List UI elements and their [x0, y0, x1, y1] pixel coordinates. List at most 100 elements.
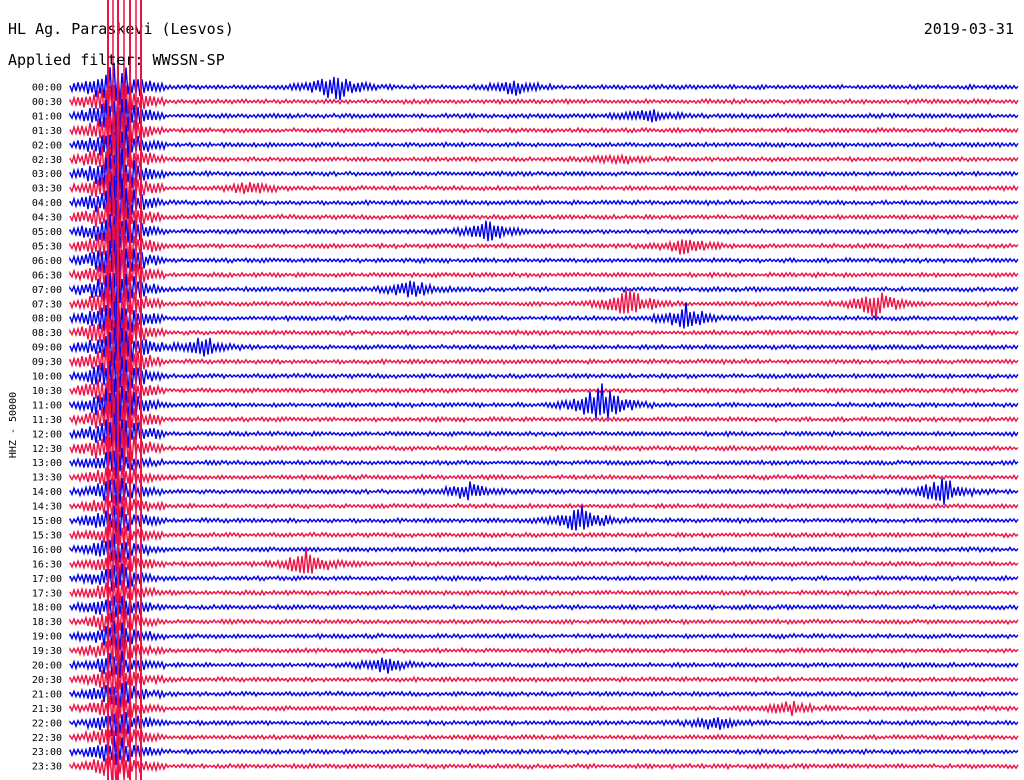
time-tick-label: 05:30 [32, 241, 62, 252]
trace-line [69, 633, 1019, 667]
time-tick-label: 06:30 [32, 270, 62, 281]
trace-line [69, 577, 1019, 607]
time-tick-label: 15:30 [32, 530, 62, 541]
record-date: 2019-03-31 [923, 20, 1014, 38]
trace-line [69, 721, 1019, 752]
trace-line [69, 249, 1019, 294]
trace-line [69, 424, 1019, 471]
trace-line [69, 689, 1019, 725]
trace-line [69, 681, 1019, 709]
trace-line [69, 650, 1019, 678]
trace-line [69, 594, 1019, 623]
time-tick-label: 17:00 [32, 574, 62, 585]
time-tick-label: 11:30 [32, 415, 62, 426]
time-tick-label: 10:00 [32, 372, 62, 383]
trace-line [69, 533, 1019, 567]
time-tick-label: 08:00 [32, 314, 62, 325]
time-tick-label: 13:30 [32, 473, 62, 484]
trace-line [69, 288, 1019, 340]
time-tick-label: 19:30 [32, 646, 62, 657]
time-tick-label: 08:30 [32, 328, 62, 339]
trace-line [69, 197, 1019, 242]
time-tick-label: 16:30 [32, 559, 62, 570]
trace-line [69, 405, 1019, 457]
trace-line [69, 214, 1019, 260]
time-tick-label: 14:30 [32, 502, 62, 513]
time-tick-label: 04:30 [32, 213, 62, 224]
trace-line [69, 216, 1019, 272]
trace-line [69, 620, 1019, 651]
trace-line [69, 176, 1019, 230]
time-tick-label: 13:00 [32, 458, 62, 469]
time-tick-label: 18:30 [32, 617, 62, 628]
time-tick-label: 01:30 [32, 126, 62, 137]
trace-line [69, 477, 1019, 506]
trace-line [69, 606, 1019, 634]
trace-line [69, 376, 1019, 430]
time-tick-label: 04:00 [32, 198, 62, 209]
trace-line [69, 560, 1019, 592]
trace-line [69, 495, 1019, 520]
trace-line [69, 260, 1019, 315]
time-tick-label: 02:30 [32, 155, 62, 166]
time-tick-label: 17:30 [32, 588, 62, 599]
time-tick-label: 12:30 [32, 444, 62, 455]
trace-group [69, 0, 1019, 780]
y-axis-label: HHZ - 50000 [8, 392, 19, 458]
time-tick-label: 03:00 [32, 169, 62, 180]
trace-line [69, 369, 1019, 412]
time-tick-label: 03:30 [32, 184, 62, 195]
time-tick-label: 21:00 [32, 689, 62, 700]
time-tick-labels: 00:00 00:30 01:00 01:30 02:00 02:30 03:00 03:30… [32, 83, 62, 773]
time-tick-label: 07:30 [32, 299, 62, 310]
trace-line [69, 462, 1019, 494]
time-tick-label: 06:00 [32, 256, 62, 267]
time-tick-label: 22:30 [32, 733, 62, 744]
trace-line [69, 504, 1019, 537]
trace-line [69, 735, 1019, 766]
time-tick-label: 09:30 [32, 357, 62, 368]
time-tick-label: 01:00 [32, 111, 62, 122]
time-tick-label: 07:00 [32, 285, 62, 296]
time-tick-label: 19:00 [32, 632, 62, 643]
trace-line [69, 62, 1019, 105]
time-tick-label: 12:00 [32, 429, 62, 440]
trace-line [69, 712, 1019, 737]
time-tick-label: 00:30 [32, 97, 62, 108]
trace-line [69, 94, 1019, 140]
time-tick-label: 02:00 [32, 140, 62, 151]
time-tick-label: 14:00 [32, 487, 62, 498]
time-tick-label: 20:30 [32, 675, 62, 686]
trace-line [69, 444, 1019, 480]
applied-filter-label: Applied filter: WWSSN-SP [8, 51, 225, 69]
trace-line [69, 119, 1019, 172]
trace-line [69, 516, 1019, 548]
time-tick-label: 22:00 [32, 718, 62, 729]
time-tick-label: 18:00 [32, 603, 62, 614]
station-title: HL Ag. Paraskevi (Lesvos) [8, 20, 234, 38]
trace-line [69, 82, 1019, 130]
trace-line [69, 663, 1019, 695]
time-tick-label: 23:00 [32, 747, 62, 758]
time-tick-label: 16:00 [32, 545, 62, 556]
time-tick-label: 23:30 [32, 762, 62, 773]
time-tick-label: 20:00 [32, 661, 62, 672]
trace-line [69, 235, 1019, 277]
trace-line [69, 548, 1019, 579]
trace-line [69, 340, 1019, 384]
trace-line [69, 323, 1019, 367]
trace-line [69, 132, 1019, 180]
time-tick-label: 00:00 [32, 83, 62, 94]
trace-line [69, 163, 1019, 218]
time-tick-label: 05:00 [32, 227, 62, 238]
trace-line [69, 753, 1019, 780]
trace-line [69, 144, 1019, 199]
trace-line [69, 396, 1019, 446]
time-tick-label: 11:00 [32, 400, 62, 411]
time-tick-label: 10:30 [32, 386, 62, 397]
trace-line [69, 100, 1019, 156]
trace-line [69, 352, 1019, 400]
trace-line [69, 287, 1019, 331]
time-tick-label: 15:00 [32, 516, 62, 527]
